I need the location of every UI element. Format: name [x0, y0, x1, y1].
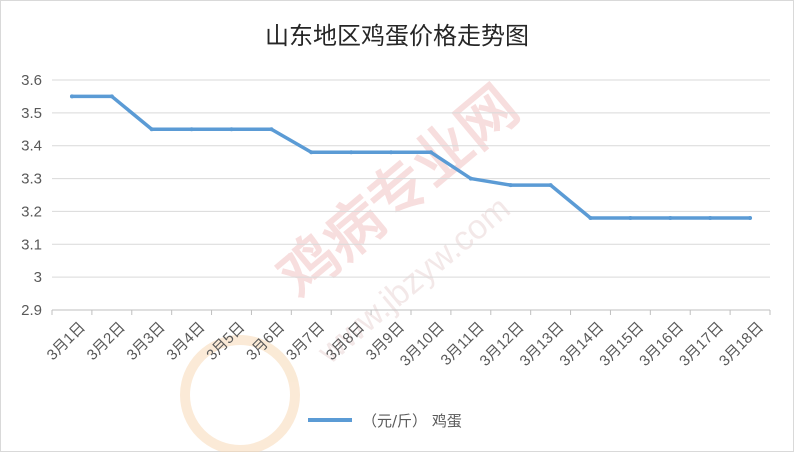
- y-tick-label: 3: [34, 269, 42, 286]
- data-point: [189, 127, 194, 132]
- x-tick-label: 3月3日: [124, 319, 169, 364]
- y-axis: 2.9 3 3.1 3.2 3.3 3.4 3.5 3.6: [21, 72, 42, 319]
- watermark-ring: [180, 335, 300, 452]
- data-point: [468, 176, 473, 181]
- data-point: [548, 183, 553, 188]
- x-axis: 3月1日3月2日3月3日3月4日3月5日3月6日3月7日3月8日3月9日3月10…: [44, 309, 771, 370]
- series-layer: [69, 94, 753, 220]
- data-point: [428, 150, 433, 155]
- x-tick-label: 3月1日: [44, 319, 89, 364]
- data-point: [269, 127, 274, 132]
- y-tick-label: 3.4: [21, 138, 42, 155]
- legend: （元/斤） 鸡蛋: [308, 412, 462, 430]
- data-point: [149, 127, 154, 132]
- series-line: [70, 94, 752, 220]
- x-tick-label: 3月2日: [84, 319, 129, 364]
- y-tick-label: 2.9: [21, 302, 42, 319]
- data-point: [109, 94, 114, 99]
- y-tick-label: 3.5: [21, 105, 42, 122]
- data-point: [309, 150, 314, 155]
- chart-title: 山东地区鸡蛋价格走势图: [265, 22, 529, 50]
- data-point: [349, 150, 354, 155]
- y-tick-label: 3.1: [21, 236, 42, 253]
- y-tick-label: 3.6: [21, 72, 42, 89]
- data-point: [588, 216, 593, 220]
- data-point: [708, 216, 713, 220]
- data-point: [508, 183, 513, 188]
- data-point: [748, 216, 753, 220]
- data-point: [69, 94, 74, 99]
- data-point: [668, 216, 673, 220]
- x-tick-label: 3月10日: [397, 319, 448, 370]
- legend-label: （元/斤） 鸡蛋: [362, 412, 462, 430]
- data-point: [628, 216, 633, 220]
- data-point: [229, 127, 234, 132]
- y-tick-label: 3.3: [21, 171, 42, 188]
- y-tick-label: 3.2: [21, 203, 42, 220]
- x-tick-label: 3月18日: [716, 319, 767, 370]
- data-point: [389, 150, 394, 155]
